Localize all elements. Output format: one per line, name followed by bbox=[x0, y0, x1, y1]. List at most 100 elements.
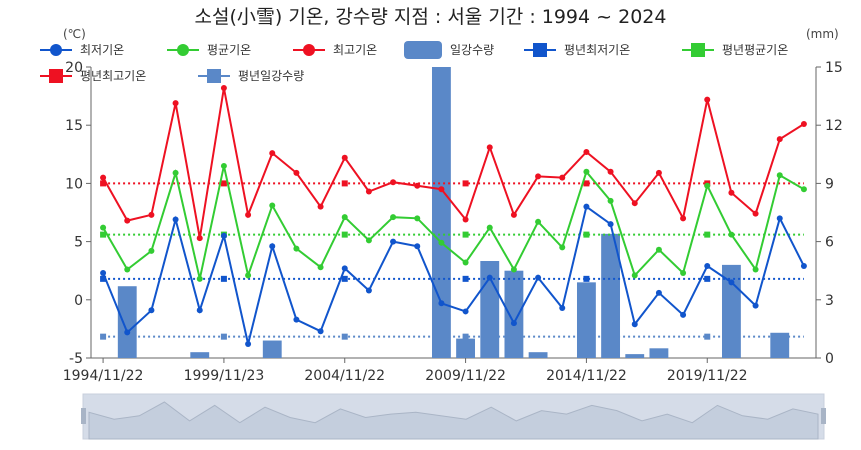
left-tick-label: -5 bbox=[69, 351, 83, 367]
left-tick-label: 15 bbox=[65, 118, 83, 134]
data-point bbox=[438, 186, 445, 193]
normal-marker bbox=[341, 275, 348, 282]
data-point bbox=[535, 274, 542, 281]
data-point bbox=[172, 216, 179, 223]
legend-label: 평년일강수량 bbox=[238, 69, 304, 83]
data-point bbox=[752, 266, 759, 273]
legend-item-7: 평년최고기온 bbox=[40, 69, 146, 83]
legend-item-6: 평년평균기온 bbox=[682, 43, 788, 57]
data-point bbox=[462, 259, 469, 266]
data-point bbox=[704, 96, 711, 103]
normal-marker bbox=[462, 231, 469, 238]
data-point bbox=[317, 203, 324, 210]
right-tick-label: 9 bbox=[825, 176, 834, 192]
data-point bbox=[607, 168, 614, 175]
normal-marker bbox=[583, 231, 590, 238]
zoom-handle-right[interactable] bbox=[821, 408, 826, 424]
legend-item-8: 평년일강수량 bbox=[198, 69, 304, 83]
data-point bbox=[559, 244, 566, 251]
data-point bbox=[293, 245, 300, 252]
data-point bbox=[100, 224, 107, 231]
data-point bbox=[414, 182, 421, 189]
legend-item-2: 평균기온 bbox=[167, 43, 251, 57]
x-tick-label: 2019/11/22 bbox=[667, 368, 748, 384]
legend-label: 평년최저기온 bbox=[564, 43, 630, 57]
legend-marker-square bbox=[49, 69, 63, 83]
precip-bar bbox=[601, 233, 621, 358]
precip-bar bbox=[190, 352, 210, 358]
data-point bbox=[390, 179, 397, 186]
normal-marker bbox=[583, 275, 590, 282]
data-point bbox=[196, 235, 203, 242]
legend-marker-square bbox=[207, 69, 221, 83]
normal-marker bbox=[220, 275, 227, 282]
x-tick-label: 1999/11/23 bbox=[184, 368, 265, 384]
normal-marker bbox=[462, 275, 469, 282]
precip-bar bbox=[528, 352, 548, 358]
precip-bar bbox=[456, 338, 476, 358]
data-point bbox=[100, 270, 107, 277]
data-point bbox=[196, 275, 203, 282]
data-point bbox=[704, 182, 711, 189]
precip-bar bbox=[770, 332, 790, 358]
zoom-slider bbox=[81, 393, 826, 440]
data-point bbox=[680, 270, 687, 277]
data-point bbox=[220, 84, 227, 91]
normal-marker bbox=[341, 231, 348, 238]
data-point bbox=[414, 215, 421, 222]
x-tick-label: 1994/11/22 bbox=[63, 368, 144, 384]
normal-marker bbox=[583, 180, 590, 187]
precip-bar bbox=[649, 348, 669, 358]
normal-marker bbox=[100, 333, 107, 340]
data-point bbox=[462, 216, 469, 223]
data-point bbox=[607, 197, 614, 204]
normal-marker bbox=[341, 180, 348, 187]
data-point bbox=[317, 264, 324, 271]
normal-marker bbox=[583, 333, 590, 340]
precip-bar bbox=[576, 282, 596, 358]
data-point bbox=[728, 189, 735, 196]
data-point bbox=[559, 174, 566, 181]
data-point bbox=[269, 150, 276, 157]
data-point bbox=[655, 289, 662, 296]
data-point bbox=[486, 224, 493, 231]
left-tick-label: 10 bbox=[65, 176, 83, 192]
data-point bbox=[776, 136, 783, 143]
legend-marker-square bbox=[691, 43, 705, 57]
precip-bar bbox=[504, 270, 524, 358]
data-point bbox=[148, 247, 155, 254]
data-point bbox=[341, 214, 348, 221]
precip-bar bbox=[262, 340, 282, 358]
right-tick-label: 0 bbox=[825, 351, 834, 367]
data-point bbox=[317, 328, 324, 335]
normal-marker bbox=[220, 180, 227, 187]
data-point bbox=[390, 238, 397, 245]
series-line bbox=[102, 205, 805, 345]
data-point bbox=[607, 221, 614, 228]
data-point bbox=[631, 200, 638, 207]
legend-label: 평년최고기온 bbox=[80, 69, 146, 83]
data-point bbox=[148, 211, 155, 218]
legend-label: 최저기온 bbox=[80, 43, 124, 57]
data-point bbox=[124, 329, 131, 336]
data-point bbox=[631, 272, 638, 279]
data-point bbox=[293, 316, 300, 323]
data-point bbox=[245, 211, 252, 218]
legend-label: 평균기온 bbox=[207, 43, 251, 57]
normal-marker bbox=[462, 180, 469, 187]
zoom-handle-left[interactable] bbox=[81, 408, 86, 424]
series-line bbox=[102, 87, 805, 239]
data-point bbox=[535, 173, 542, 180]
left-axis-unit: (℃) bbox=[63, 27, 86, 41]
data-point bbox=[583, 148, 590, 155]
data-point bbox=[269, 202, 276, 209]
data-point bbox=[438, 239, 445, 246]
legend-label: 최고기온 bbox=[333, 43, 377, 57]
data-point bbox=[414, 243, 421, 250]
data-point bbox=[704, 263, 711, 270]
data-point bbox=[583, 168, 590, 175]
data-point bbox=[655, 169, 662, 176]
right-tick-label: 3 bbox=[825, 293, 834, 309]
